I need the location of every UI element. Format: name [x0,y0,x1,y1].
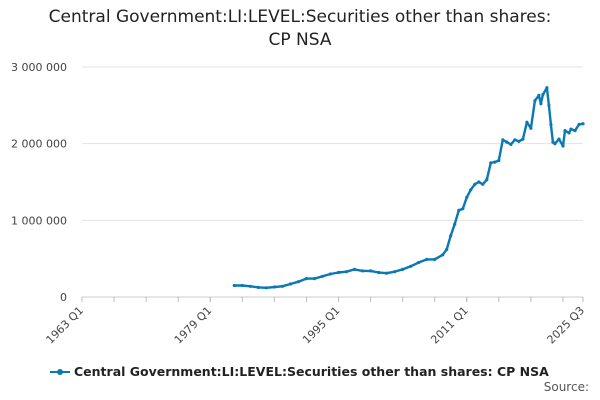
data-point[interactable] [505,140,509,144]
chart-title-line-2: CP NSA [268,30,332,50]
data-point[interactable] [433,257,437,261]
data-point[interactable] [264,286,268,290]
data-point[interactable] [469,188,473,192]
data-point[interactable] [539,102,543,106]
data-point[interactable] [232,283,236,288]
data-point[interactable] [256,285,260,289]
data-point[interactable] [296,280,300,284]
data-point[interactable] [445,247,449,252]
data-point[interactable] [489,161,493,165]
data-point[interactable] [501,138,505,142]
data-point[interactable] [385,271,389,275]
data-point[interactable] [485,178,489,182]
data-point[interactable] [525,120,529,124]
data-point[interactable] [320,274,325,278]
data-point[interactable] [425,257,429,261]
data-point[interactable] [533,99,537,103]
data-point[interactable] [553,142,557,146]
data-point[interactable] [493,160,497,164]
x-axis: 1963 Q1 1979 Q1 1995 Q1 2011 Q1 2025 Q3 [44,296,588,347]
data-point[interactable] [517,139,521,143]
chart-title: Central Government:LI:LEVEL:Securities o… [0,6,600,52]
data-point[interactable] [509,142,513,146]
data-point[interactable] [288,282,292,286]
series-group [232,86,585,290]
data-point[interactable] [549,122,553,127]
data-point[interactable] [304,277,308,281]
data-point[interactable] [577,122,581,127]
y-tick-label: 1 000 000 [11,214,67,227]
x-tick-label: 1995 Q1 [300,304,343,347]
data-point[interactable] [481,182,485,186]
chart-title-line-1: Central Government:LI:LEVEL:Securities o… [48,7,552,27]
data-point[interactable] [567,131,571,135]
x-tick-label: 2025 Q3 [545,304,588,347]
data-point[interactable] [537,93,541,97]
data-point[interactable] [561,144,565,148]
x-tick-label: 2011 Q1 [428,304,471,347]
legend-label: Central Government:LI:LEVEL:Securities o… [74,364,549,379]
legend-swatch [50,367,70,377]
data-point[interactable] [280,284,284,288]
y-tick-label: 3 000 000 [11,61,67,74]
data-point[interactable] [457,208,461,212]
data-point[interactable] [441,253,445,257]
data-point[interactable] [541,93,545,97]
data-point[interactable] [573,129,577,133]
data-point[interactable] [581,122,585,126]
data-point[interactable] [409,264,413,268]
data-point[interactable] [477,180,481,184]
data-point[interactable] [328,272,333,276]
legend[interactable]: Central Government:LI:LEVEL:Securities o… [50,364,549,379]
data-point[interactable] [417,260,421,265]
data-point[interactable] [521,137,525,141]
x-tick-label: 1963 Q1 [44,304,87,347]
data-point[interactable] [393,270,397,274]
source-label: Source: [543,380,589,394]
data-point[interactable] [461,207,465,211]
grid-lines [82,66,583,221]
y-tick-label: 0 [60,291,67,304]
data-point[interactable] [513,138,517,142]
data-point[interactable] [453,222,457,226]
data-point[interactable] [240,283,244,288]
data-point[interactable] [497,158,501,163]
data-point[interactable] [361,269,365,273]
data-point[interactable] [352,267,357,271]
data-point[interactable] [336,270,341,275]
data-point[interactable] [272,285,276,289]
data-point[interactable] [449,234,453,238]
y-axis-ticks: 0 1 000 000 2 000 000 3 000 000 [11,61,67,304]
data-point[interactable] [344,270,349,274]
data-point[interactable] [248,284,252,288]
x-tick-label: 1979 Q1 [172,304,215,347]
data-point[interactable] [312,277,317,281]
data-point[interactable] [465,195,469,199]
data-point[interactable] [569,127,573,131]
data-point[interactable] [473,182,477,186]
data-point[interactable] [401,267,405,271]
data-point[interactable] [377,270,381,275]
series-line [233,86,585,289]
data-point[interactable] [557,137,561,141]
data-point[interactable] [369,269,373,273]
y-tick-label: 2 000 000 [11,138,67,151]
data-point[interactable] [529,126,533,130]
data-point[interactable] [563,129,567,133]
data-point[interactable] [545,86,549,90]
data-point[interactable] [547,103,551,107]
